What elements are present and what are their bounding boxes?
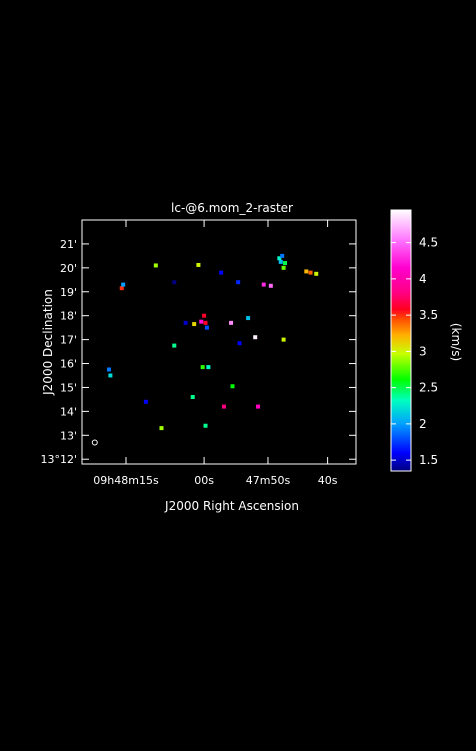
colorbar-label: (km/s) (449, 323, 463, 361)
data-pixel (202, 313, 207, 318)
colorbar-frame (390, 209, 412, 472)
data-pixel (268, 283, 273, 288)
plot-title: lc-@6.mom_2-raster (171, 201, 293, 215)
data-pixel (229, 320, 234, 325)
y-tick-label: 14' (60, 405, 77, 418)
data-pixel (204, 325, 209, 330)
data-pixel (237, 341, 242, 346)
data-pixel (190, 395, 195, 400)
data-pixel (256, 404, 261, 409)
y-tick-label: 20' (60, 262, 77, 275)
data-pixel (246, 316, 251, 321)
data-pixel (308, 270, 313, 275)
y-tick-label: 15' (60, 381, 77, 394)
colorbar-tick-label: 2 (419, 417, 427, 431)
data-pixel (159, 426, 164, 431)
data-pixel (280, 253, 285, 258)
data-pixel (314, 271, 319, 276)
data-layer (91, 253, 319, 446)
data-pixel (278, 259, 283, 264)
y-tick-label: 13°12' (40, 453, 77, 466)
data-pixel (203, 320, 208, 325)
data-pixel (261, 282, 266, 287)
data-pixel (192, 322, 197, 327)
y-tick-label: 21' (60, 238, 77, 251)
colorbar-tick-label: 4.5 (419, 236, 438, 250)
data-pixel (283, 261, 288, 266)
colorbar-ticks: 1.5 2 2.5 3 3.5 4 4.5 (391, 236, 438, 467)
data-pixel (121, 282, 126, 287)
axis-layer: 09h48m15s 00s 47m50s 40s 21' 20' 19' 18' 17' 16' 1… (40, 220, 356, 487)
x-tick-label: 40s (318, 474, 338, 487)
data-pixel (172, 280, 177, 285)
data-pixel (119, 286, 124, 291)
data-pixel (183, 320, 188, 325)
y-tick-label: 17' (60, 334, 77, 347)
x-axis-label: J2000 Right Ascension (164, 499, 299, 513)
data-pixel (304, 269, 309, 274)
x-tick-label: 00s (194, 474, 214, 487)
colorbar-tick-label: 4 (419, 272, 427, 286)
data-pixel (236, 280, 241, 285)
data-pixel (203, 423, 208, 428)
data-pixel (200, 365, 205, 370)
y-axis-label: J2000 Declination (41, 289, 55, 396)
colorbar (391, 210, 411, 471)
y-tick-label: 13' (60, 429, 77, 442)
data-pixel (153, 263, 158, 268)
data-pixel (221, 404, 226, 409)
data-pixel (106, 367, 111, 372)
colorbar-tick-label: 2.5 (419, 381, 438, 395)
data-pixel (219, 270, 224, 275)
colorbar-tick-label: 1.5 (419, 453, 438, 467)
y-tick-label: 18' (60, 310, 77, 323)
x-tick-label: 47m50s (246, 474, 291, 487)
data-pixel (172, 343, 177, 348)
data-pixel (277, 256, 282, 261)
colorbar-tick-label: 3 (419, 344, 427, 358)
data-pixel (253, 335, 258, 340)
beam-ellipse (91, 439, 98, 446)
plot-frame (81, 219, 357, 465)
x-tick-label: 09h48m15s (93, 474, 159, 487)
data-pixel (206, 365, 211, 370)
data-pixel (108, 373, 113, 378)
data-pixel (281, 265, 286, 270)
y-tick-label: 19' (60, 286, 77, 299)
data-pixel (196, 262, 201, 267)
data-pixel (230, 384, 235, 389)
colorbar-tick-label: 3.5 (419, 308, 438, 322)
y-tick-label: 16' (60, 358, 77, 371)
data-pixel (199, 319, 204, 324)
data-pixel (143, 399, 148, 404)
data-pixel (281, 337, 286, 342)
